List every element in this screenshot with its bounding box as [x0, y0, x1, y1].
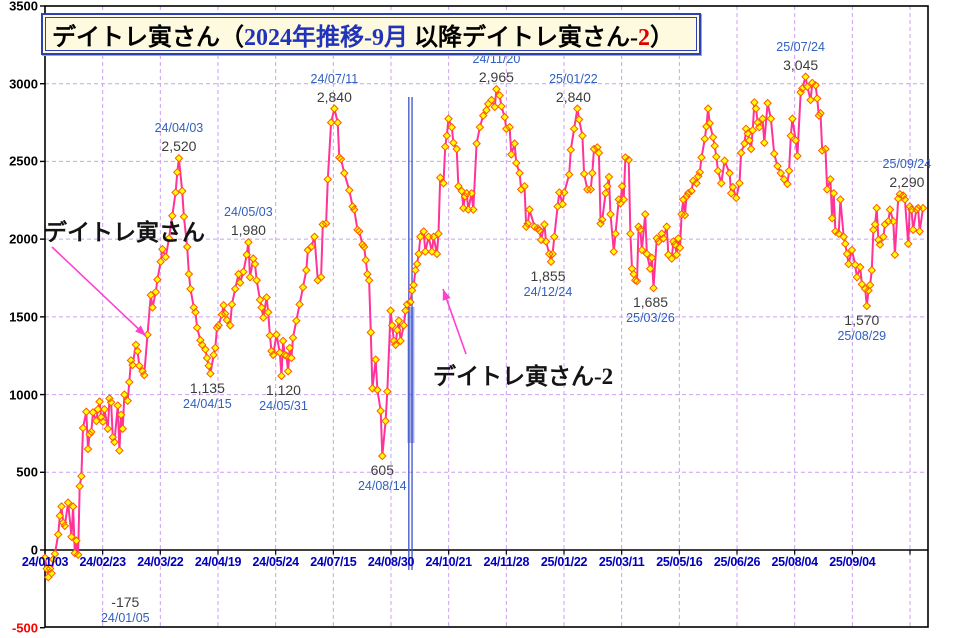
callout-arrowhead [442, 289, 451, 301]
y-axis-label: 3500 [9, 0, 38, 14]
annotation-date: 25/07/24 [776, 39, 825, 54]
annotation-value: 2,290 [889, 174, 925, 191]
y-axis-label: 2500 [9, 153, 38, 169]
y-axis-label: -500 [11, 620, 38, 636]
annotation-value: 1,855 [530, 267, 566, 284]
annotation-value: 2,840 [316, 88, 352, 105]
annotation-date: 25/08/29 [837, 328, 887, 343]
callout-arrow [51, 246, 147, 337]
x-axis-label: 24/04/19 [194, 555, 242, 569]
x-axis-label: 24/10/21 [425, 555, 473, 569]
x-axis-label: 25/03/11 [598, 555, 645, 569]
chart-title: デイトレ寅さん（2024年推移-9月 以降デイトレ寅さん-2） [52, 17, 674, 52]
title-prefix: デイトレ寅さん（ [52, 24, 244, 51]
x-axis-label: 24/07/15 [310, 555, 357, 569]
annotation-value: 2,965 [478, 69, 514, 86]
annotation-value: 1,120 [265, 381, 301, 398]
x-axis-label: 24/11/28 [483, 555, 530, 569]
callout-arrow [442, 288, 467, 355]
y-axis-label: 0 [30, 542, 38, 558]
chart-title-box: デイトレ寅さん（2024年推移-9月 以降デイトレ寅さん-2） [41, 13, 701, 55]
annotation-date: 24/11/20 [472, 52, 521, 67]
annotation-value: 3,045 [783, 56, 819, 73]
annotation-value: 1,980 [230, 222, 266, 239]
x-axis-label: 25/06/26 [713, 555, 761, 569]
annotation-value: 605 [370, 461, 394, 478]
divider-band [407, 307, 415, 443]
annotation-date: 24/08/14 [357, 478, 407, 493]
annotation-date: 24/04/03 [154, 121, 204, 136]
y-axis-label: 1000 [9, 387, 38, 403]
annotation-date: 24/05/03 [224, 205, 273, 220]
series-label-secondary: デイトレ寅さん-2 [433, 364, 614, 389]
x-axis-label: 25/05/16 [656, 555, 703, 569]
x-axis-label: 24/01/03 [21, 555, 69, 569]
title-red-part: 2 [638, 24, 650, 51]
annotation-date: 24/05/31 [259, 398, 308, 413]
annotation-date: 24/07/11 [310, 71, 359, 86]
series-label-main: デイトレ寅さん [44, 220, 205, 245]
annotation-date: 24/01/05 [100, 611, 150, 626]
y-axis-label: 500 [16, 464, 38, 480]
annotation-value: 2,840 [555, 88, 591, 105]
title-highlight: 2024年推移-9月 [244, 24, 408, 51]
annotation-date: 25/01/22 [549, 71, 598, 86]
title-middle: 以降デイトレ寅さん- [408, 24, 638, 51]
x-axis-label: 24/05/24 [252, 555, 300, 569]
annotation-date: 25/03/26 [626, 311, 675, 326]
annotation-value: 1,685 [632, 294, 669, 311]
data-markers [40, 72, 928, 582]
y-axis-label: 3000 [9, 76, 38, 92]
annotation-value: 1,570 [844, 311, 880, 328]
annotation-value: 1,135 [189, 379, 225, 396]
x-axis-label: 25/01/22 [540, 555, 588, 569]
annotation-date: 24/04/15 [183, 396, 232, 411]
annotation-date: 24/12/24 [523, 284, 573, 299]
x-axis-label: 24/08/30 [367, 555, 415, 569]
annotation-value: 2,520 [161, 138, 197, 155]
x-axis-label: 25/09/04 [829, 555, 876, 569]
title-closing: ） [650, 24, 674, 51]
y-axis-label: 1500 [9, 309, 38, 325]
x-axis-label: 24/03/22 [137, 555, 184, 569]
annotation-date: 25/09/24 [882, 157, 932, 172]
x-axis-label: 25/08/04 [771, 555, 819, 569]
y-axis-label: 2000 [9, 231, 38, 247]
callout-arrowhead [135, 325, 146, 336]
x-axis-label: 24/02/23 [79, 555, 127, 569]
annotation-value: -175 [111, 594, 140, 611]
